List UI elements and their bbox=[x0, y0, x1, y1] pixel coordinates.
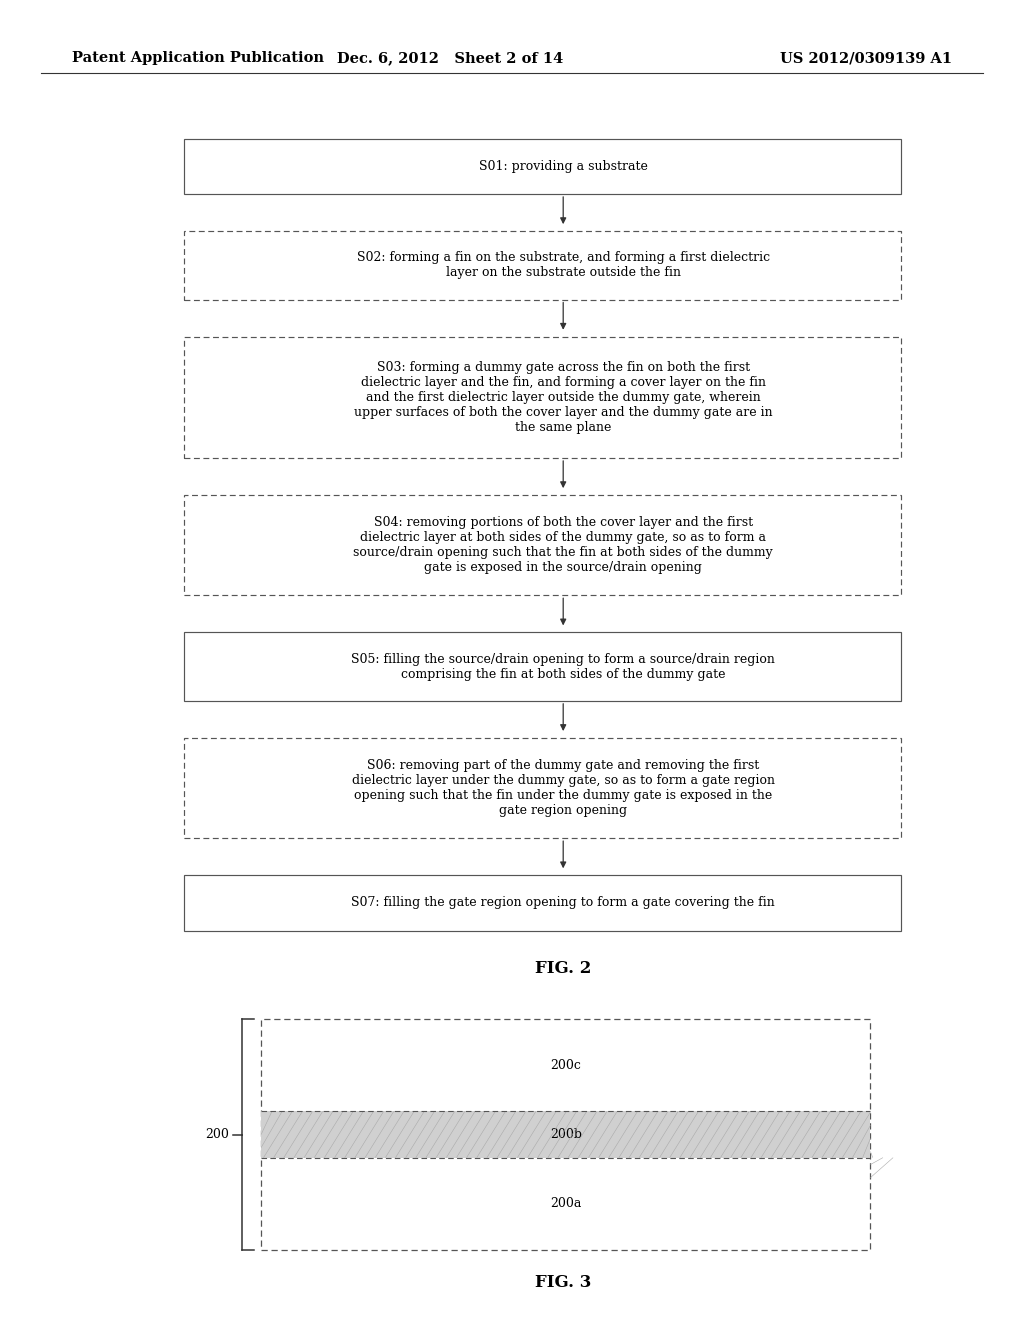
Text: 200c: 200c bbox=[550, 1059, 582, 1072]
Bar bbox=[184, 231, 901, 300]
Text: 200: 200 bbox=[206, 1129, 229, 1140]
Bar bbox=[184, 632, 901, 701]
Text: S04: removing portions of both the cover layer and the first
dielectric layer at: S04: removing portions of both the cover… bbox=[353, 516, 773, 574]
Text: S05: filling the source/drain opening to form a source/drain region
comprising t: S05: filling the source/drain opening to… bbox=[351, 652, 775, 681]
Bar bbox=[261, 1019, 870, 1250]
Bar bbox=[184, 875, 901, 931]
Text: Patent Application Publication: Patent Application Publication bbox=[72, 51, 324, 65]
Text: S01: providing a substrate: S01: providing a substrate bbox=[479, 160, 647, 173]
Bar bbox=[184, 495, 901, 595]
Text: S06: removing part of the dummy gate and removing the first
dielectric layer und: S06: removing part of the dummy gate and… bbox=[351, 759, 775, 817]
Text: S03: forming a dummy gate across the fin on both the first
dielectric layer and : S03: forming a dummy gate across the fin… bbox=[354, 360, 772, 434]
Bar bbox=[261, 1111, 870, 1158]
Text: 200a: 200a bbox=[550, 1197, 582, 1210]
Text: S02: forming a fin on the substrate, and forming a first dielectric
layer on the: S02: forming a fin on the substrate, and… bbox=[356, 251, 770, 280]
Text: US 2012/0309139 A1: US 2012/0309139 A1 bbox=[780, 51, 952, 65]
Bar bbox=[184, 337, 901, 458]
Text: Dec. 6, 2012   Sheet 2 of 14: Dec. 6, 2012 Sheet 2 of 14 bbox=[338, 51, 563, 65]
Text: 200b: 200b bbox=[550, 1129, 582, 1140]
Text: S07: filling the gate region opening to form a gate covering the fin: S07: filling the gate region opening to … bbox=[351, 896, 775, 909]
Bar bbox=[184, 139, 901, 194]
Text: FIG. 3: FIG. 3 bbox=[535, 1274, 592, 1291]
Text: FIG. 2: FIG. 2 bbox=[535, 960, 592, 977]
Bar bbox=[184, 738, 901, 838]
